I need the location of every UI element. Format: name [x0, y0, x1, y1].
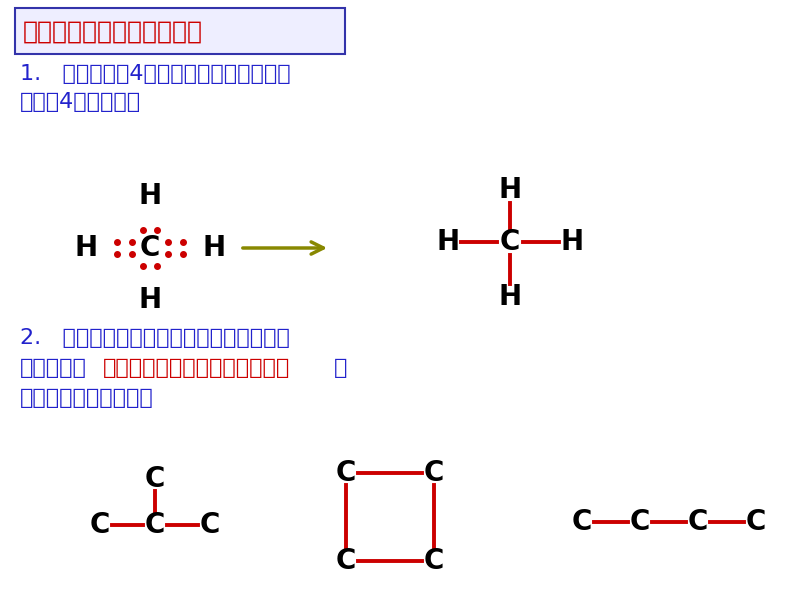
Text: C: C: [90, 511, 110, 539]
Text: 单键、双键、叁键、碳链、碳环: 单键、双键、叁键、碳链、碳环: [102, 358, 290, 378]
Text: H: H: [202, 234, 225, 262]
Text: C: C: [145, 465, 165, 493]
Text: H: H: [138, 182, 161, 210]
Text: C: C: [145, 511, 165, 539]
Text: 子形成4个共价键；: 子形成4个共价键；: [20, 92, 141, 112]
Text: C: C: [572, 508, 592, 536]
Text: C: C: [746, 508, 766, 536]
Text: H: H: [499, 283, 522, 311]
Text: C: C: [336, 547, 357, 575]
Text: C: C: [424, 547, 444, 575]
Text: 1.   碳原子含有4个价电子，可以跟其它原: 1. 碳原子含有4个价电子，可以跟其它原: [20, 64, 291, 84]
Bar: [15, 8, 345, 54]
Text: H: H: [75, 234, 98, 262]
Text: 子间易形成: 子间易形成: [20, 358, 87, 378]
Text: H: H: [437, 228, 460, 256]
Text: H: H: [138, 286, 161, 314]
Text: 多种复杂的结构单元。: 多种复杂的结构单元。: [20, 388, 154, 408]
Text: C: C: [424, 459, 444, 487]
Text: C: C: [630, 508, 650, 536]
Text: 等: 等: [333, 358, 347, 378]
Text: H: H: [499, 176, 522, 204]
Text: C: C: [499, 228, 520, 256]
Text: C: C: [336, 459, 357, 487]
Text: C: C: [140, 234, 160, 262]
Text: 2.   碳原子易跟多种原子形成共价键；碳原: 2. 碳原子易跟多种原子形成共价键；碳原: [20, 328, 290, 348]
Text: 有机物中碳原子成键特征：: 有机物中碳原子成键特征：: [23, 20, 203, 44]
Text: H: H: [561, 228, 584, 256]
Text: C: C: [200, 511, 220, 539]
Text: C: C: [688, 508, 708, 536]
